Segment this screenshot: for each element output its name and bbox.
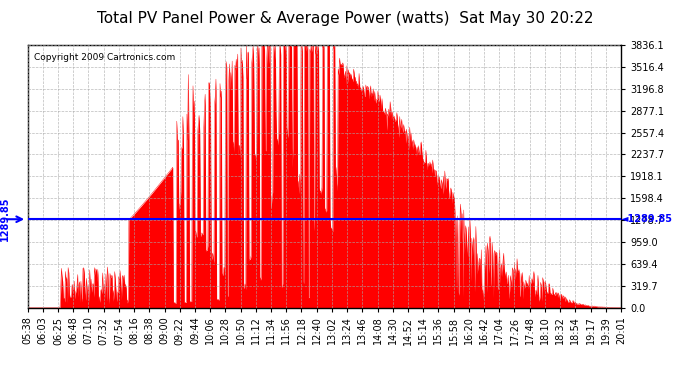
Text: 1289.85: 1289.85 xyxy=(0,197,10,242)
Text: Copyright 2009 Cartronics.com: Copyright 2009 Cartronics.com xyxy=(34,53,175,62)
Text: ◄1289.85: ◄1289.85 xyxy=(621,214,673,224)
Text: Total PV Panel Power & Average Power (watts)  Sat May 30 20:22: Total PV Panel Power & Average Power (wa… xyxy=(97,11,593,26)
